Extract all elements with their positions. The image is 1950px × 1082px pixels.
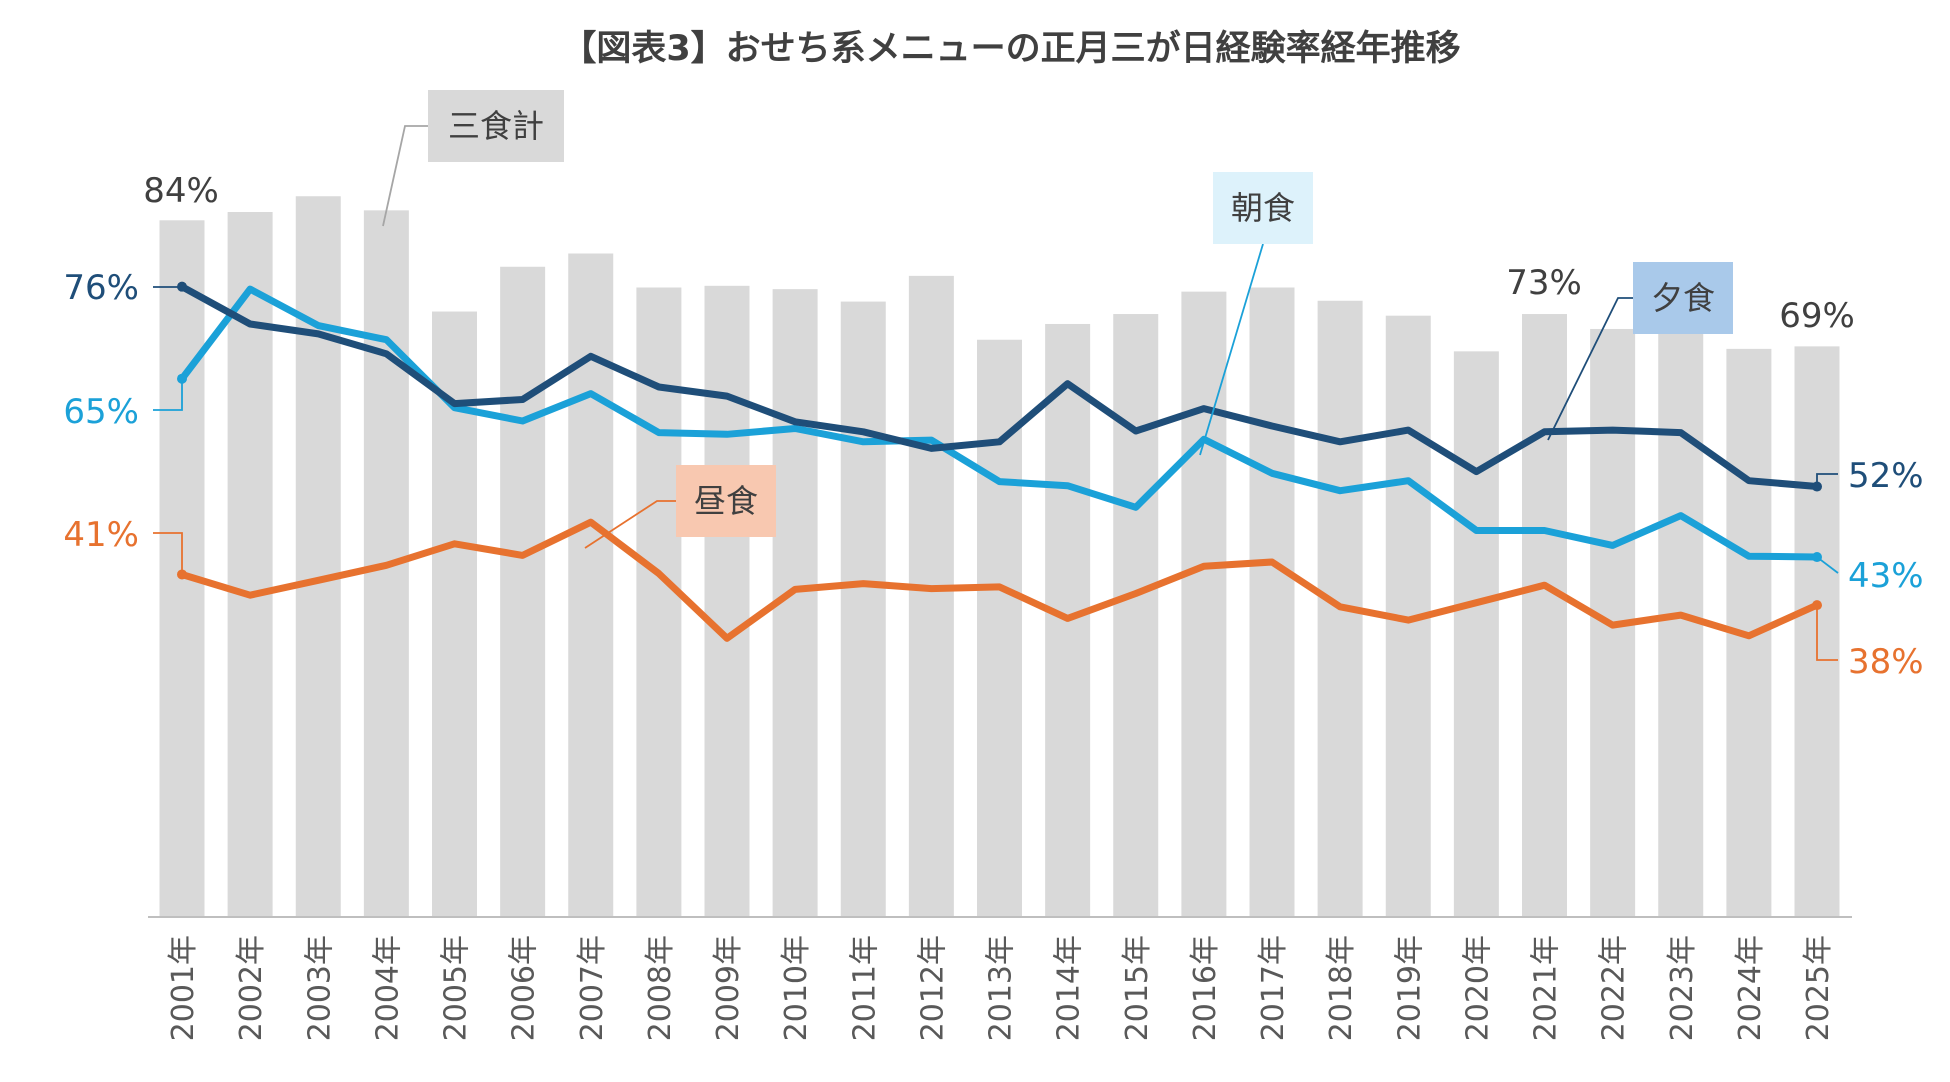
series-point <box>1812 481 1822 492</box>
bar-2006年 <box>500 266 546 918</box>
x-tick-label: 2012年 <box>915 935 950 1041</box>
callout-total-line <box>382 125 428 227</box>
data-label-dinner-first: 76% <box>63 268 139 308</box>
data-label-total-first: 84% <box>143 171 219 211</box>
x-tick-label: 2002年 <box>234 935 269 1041</box>
callout-breakfast-line <box>1199 243 1264 456</box>
x-tick-label: 2005年 <box>439 935 474 1041</box>
data-label-total-last: 69% <box>1779 296 1855 336</box>
x-tick-label: 2019年 <box>1392 935 1427 1041</box>
lines-group <box>177 281 1822 642</box>
bar-2020年 <box>1453 351 1499 917</box>
series-line-夕食 <box>178 283 1821 490</box>
x-tick-label: 2024年 <box>1733 935 1768 1041</box>
bar-2016年 <box>1181 291 1227 917</box>
series-point <box>1812 552 1822 563</box>
x-tick-label: 2025年 <box>1801 935 1836 1041</box>
bar-2011年 <box>840 301 886 917</box>
bar-2021年 <box>1522 314 1567 917</box>
x-tick-label: 2015年 <box>1120 935 1155 1041</box>
series-point <box>177 569 187 580</box>
callout-breakfast-box <box>1213 172 1313 244</box>
x-tick-label: 2018年 <box>1324 935 1359 1041</box>
data-labels: 84% 73% 69% 76% 65% 41% 52% 43% 38% <box>63 171 1923 682</box>
x-tick-label: 2006年 <box>507 935 542 1041</box>
bar-2017年 <box>1249 287 1295 917</box>
series-point <box>177 373 187 384</box>
series-point <box>177 281 187 292</box>
bar-2003年 <box>295 196 341 917</box>
leader-line-lunch-last <box>1816 605 1838 661</box>
bar-2012年 <box>908 275 954 918</box>
callout-breakfast-label: 朝食 <box>1231 189 1295 227</box>
data-label-lunch-first: 41% <box>63 515 139 555</box>
x-tick-label: 2013年 <box>984 935 1019 1041</box>
data-label-breakfast-first: 65% <box>63 392 139 432</box>
x-tick-label: 2021年 <box>1529 935 1564 1041</box>
x-tick-label: 2004年 <box>370 935 405 1041</box>
bar-2015年 <box>1113 314 1159 917</box>
x-tick-label: 2023年 <box>1665 935 1700 1041</box>
data-label-total-2021: 73% <box>1506 263 1582 303</box>
chart-title: 【図表3】おせち系メニューの正月三が日経験率経年推移 <box>561 29 1460 69</box>
x-tick-label: 2001年 <box>166 935 201 1041</box>
series-line-朝食 <box>178 285 1821 561</box>
data-label-breakfast-last: 43% <box>1848 556 1924 596</box>
leader-line-lunch-first <box>153 532 183 575</box>
x-tick-label: 2014年 <box>1052 935 1087 1041</box>
callout-lunch-line <box>584 500 676 549</box>
x-tick-label: 2022年 <box>1597 935 1632 1041</box>
data-label-dinner-last: 52% <box>1848 456 1924 496</box>
callout-total-label: 三食計 <box>448 107 544 145</box>
bar-2009年 <box>704 285 750 917</box>
x-tick-label: 2020年 <box>1460 935 1495 1041</box>
x-tick-label: 2011年 <box>847 935 882 1041</box>
callout-total-box <box>428 90 564 162</box>
callout-dinner-box <box>1633 262 1733 334</box>
x-tick-label: 2010年 <box>779 935 814 1041</box>
callout-lunch-box <box>676 465 776 537</box>
callout-dinner-line <box>1547 297 1633 441</box>
x-tick-label: 2016年 <box>1188 935 1223 1041</box>
series-point <box>1812 600 1822 611</box>
x-tick-label: 2008年 <box>643 935 678 1041</box>
bar-2013年 <box>977 339 1022 917</box>
x-tick-label: 2017年 <box>1256 935 1291 1041</box>
x-tick-label: 2009年 <box>711 935 746 1041</box>
x-tick-label: 2007年 <box>575 935 610 1041</box>
x-tick-label: 2003年 <box>302 935 337 1041</box>
callout-lunch-label: 昼食 <box>694 482 758 520</box>
callout-dinner-label: 夕食 <box>1651 279 1715 317</box>
leader-line-breakfast-first <box>153 378 183 411</box>
x-tick-labels: 2001年 2002年 2003年 2004年 2005年 2006年 2007年 2008年… <box>166 935 1836 1041</box>
data-label-lunch-last: 38% <box>1848 642 1924 682</box>
series-line-昼食 <box>178 518 1821 642</box>
